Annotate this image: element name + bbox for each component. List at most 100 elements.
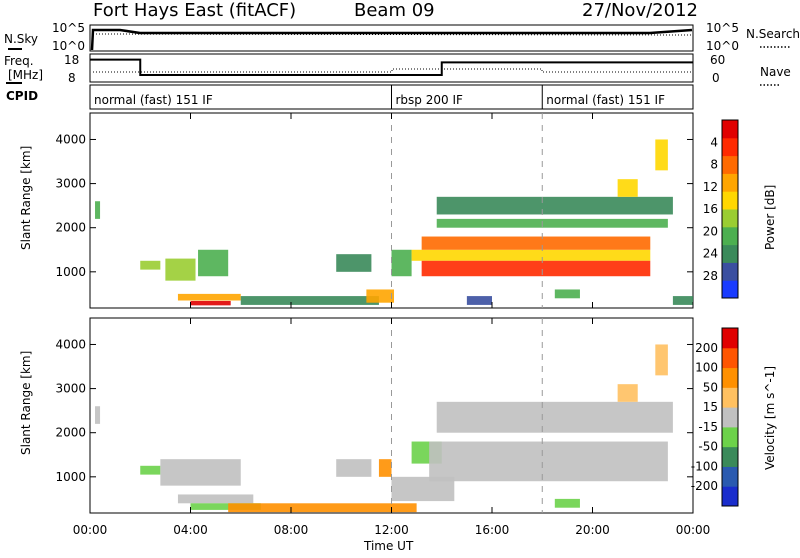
colorbar-swatch xyxy=(722,173,738,192)
x-tick-label: 12:00 xyxy=(374,523,409,537)
colorbar-swatch xyxy=(722,191,738,210)
colorbar-swatch xyxy=(722,426,738,448)
velocity-cell xyxy=(95,406,101,424)
beam-title: Beam 09 xyxy=(354,0,435,21)
y-tick-label: 2000 xyxy=(55,221,86,235)
nsearch-tick-top: 10^5 xyxy=(706,21,739,35)
velocity-heatmap xyxy=(95,344,673,513)
y-tick-label: 1000 xyxy=(55,265,86,279)
velocity-cell xyxy=(140,465,161,475)
colorbar-swatch xyxy=(722,226,738,246)
cpid-segment-label: rbsp 200 IF xyxy=(396,93,463,107)
colorbar-frame xyxy=(721,119,739,299)
colorbar-tick-label: 100 xyxy=(695,361,718,375)
velocity-cell xyxy=(429,441,668,482)
cpid-segments: normal (fast) 151 IF rbsp 200 IF normal (f… xyxy=(94,85,665,109)
x-tick-label: 04:00 xyxy=(173,523,208,537)
power-cell xyxy=(617,179,638,197)
axes: 1000 2000 3000 4000 1000 2000 3000 4000 00:00 04:… xyxy=(55,113,710,537)
y-tick-label: 4000 xyxy=(55,132,86,146)
colorbar-tick-label: 8 xyxy=(710,158,718,172)
freq-trace xyxy=(90,58,693,76)
nave-tick-top: 60 xyxy=(710,53,725,67)
date-title: 27/Nov/2012 xyxy=(582,0,698,21)
velocity-cell xyxy=(378,459,392,477)
x-tick-label: 00:00 xyxy=(73,523,108,537)
velocity-cell xyxy=(190,503,261,510)
nsky-tick-bottom: 10^0 xyxy=(52,39,85,53)
colorbar-tick-label: 16 xyxy=(703,202,718,216)
colorbar-swatch xyxy=(722,486,738,507)
power-cell xyxy=(190,300,231,306)
xlabel: Time UT xyxy=(363,539,414,553)
freq-panel xyxy=(89,53,694,83)
nsearch-tick-bottom: 10^0 xyxy=(706,39,739,53)
velocity-cell xyxy=(617,384,638,402)
power-cell xyxy=(421,236,651,250)
colorbar-tick-label: 200 xyxy=(695,341,718,355)
nave-tick-bottom: 0 xyxy=(712,71,720,85)
cpid-label: CPID xyxy=(6,89,38,103)
colorbar-swatch xyxy=(722,367,738,388)
y-tick-label: 4000 xyxy=(55,337,86,351)
y-tick-label: 3000 xyxy=(55,177,86,191)
nsearch-trace xyxy=(92,33,693,36)
velocity-cell xyxy=(228,503,417,513)
power-ylabel: Slant Range [km] xyxy=(19,146,33,250)
station-title: Fort Hays East (fitACF) xyxy=(93,0,296,21)
freq-label-2: [MHz] xyxy=(8,68,43,82)
power-cell xyxy=(436,196,673,215)
colorbar-swatch xyxy=(722,387,738,408)
nsky-tick-top: 10^5 xyxy=(52,21,85,35)
colorbar-tick-label: 12 xyxy=(703,180,718,194)
power-cell xyxy=(140,260,161,270)
freq-label-1: Freq. xyxy=(4,54,34,68)
y-tick-label: 1000 xyxy=(55,470,86,484)
nave-trace xyxy=(93,68,692,73)
x-tick-label: 20:00 xyxy=(575,523,610,537)
power-cell xyxy=(421,260,651,277)
power-cell xyxy=(391,249,412,277)
velocity-cell xyxy=(177,494,254,504)
power-cell xyxy=(95,201,101,219)
colorbar-swatch xyxy=(722,446,738,467)
colorbar-tick-label: 28 xyxy=(703,269,718,283)
x-tick-label: 16:00 xyxy=(475,523,510,537)
time-dividers xyxy=(391,113,543,513)
x-tick-label: 00:00 xyxy=(676,523,711,537)
velocity-colorbar: 200 100 50 15 -15 -50 -100 -200 xyxy=(691,327,739,507)
velocity-ylabel: Slant Range [km] xyxy=(19,351,33,455)
colorbar-swatch xyxy=(722,407,738,428)
colorbar-swatch xyxy=(722,137,738,157)
velocity-cell xyxy=(336,459,372,477)
colorbar-tick-label: -100 xyxy=(691,459,718,473)
power-cell xyxy=(366,289,395,303)
colorbar-tick-label: -50 xyxy=(698,440,718,454)
freq-line xyxy=(90,58,693,76)
colorbar-swatch xyxy=(722,262,738,281)
colorbar-swatch xyxy=(722,280,738,299)
colorbar-swatch xyxy=(722,466,738,487)
nsearch-label: N.Search xyxy=(746,27,800,41)
nsky-panel xyxy=(89,24,694,52)
power-cell xyxy=(177,293,241,301)
colorbar-swatch xyxy=(722,347,738,369)
colorbar-swatch xyxy=(722,155,738,174)
power-cell xyxy=(672,296,693,305)
cpid-segment-label: normal (fast) 151 IF xyxy=(546,93,665,107)
freq-tick-bottom: 8 xyxy=(68,71,76,85)
velocity-cell xyxy=(554,498,580,508)
velocity-cell xyxy=(655,344,668,376)
power-cell xyxy=(436,218,668,228)
nsky-trace xyxy=(90,28,693,51)
colorbar-tick-label: 24 xyxy=(703,247,718,261)
velocity-colorbar-label: Velocity [m s^-1] xyxy=(763,366,777,470)
x-tick-label: 08:00 xyxy=(274,523,309,537)
power-cell xyxy=(240,296,379,305)
colorbar-tick-label: -15 xyxy=(698,420,718,434)
colorbar-swatch xyxy=(722,244,738,263)
power-cell xyxy=(655,139,668,171)
nave-label: Nave xyxy=(760,65,791,79)
colorbar-swatch xyxy=(722,328,738,349)
